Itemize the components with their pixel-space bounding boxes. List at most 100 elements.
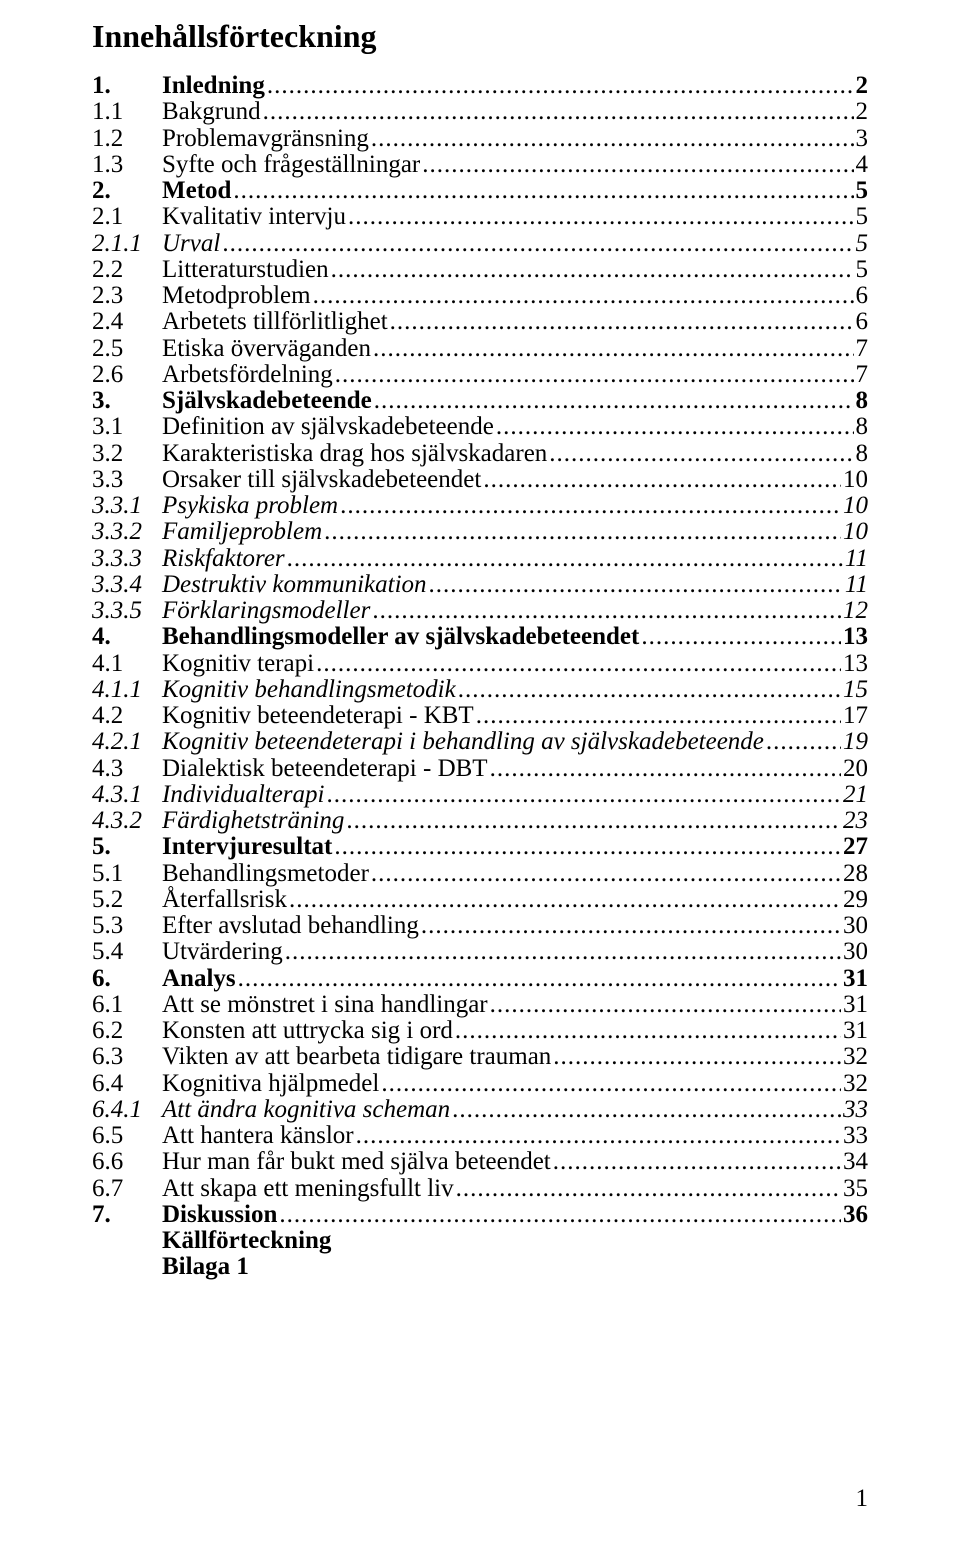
toc-entry: 5.Intervjuresultat27 bbox=[92, 834, 868, 860]
toc-entry: 1.3Syfte och frågeställningar4 bbox=[92, 152, 868, 178]
toc-entry-page: 4 bbox=[856, 152, 869, 178]
toc-entry-label: Individualterapi bbox=[162, 782, 324, 808]
toc-entry-label: Efter avslutad behandling bbox=[162, 913, 419, 939]
toc-entry-label: Bakgrund bbox=[162, 99, 261, 125]
toc-entry-number: 5. bbox=[92, 834, 162, 860]
toc-entry: 6.4Kognitiva hjälpmedel32 bbox=[92, 1071, 868, 1097]
toc-entry-page: 27 bbox=[843, 834, 868, 860]
toc-entry-number: 4.2.1 bbox=[92, 729, 162, 755]
toc-title: Innehållsförteckning bbox=[92, 18, 868, 55]
toc-entry-number: 1.1 bbox=[92, 99, 162, 125]
toc-leader-dots bbox=[454, 1176, 843, 1202]
toc-entry-label: Syfte och frågeställningar bbox=[162, 152, 420, 178]
toc-entry-label: Etiska överväganden bbox=[162, 336, 371, 362]
toc-leader-dots bbox=[314, 651, 843, 677]
toc-entry-page: 30 bbox=[843, 913, 868, 939]
toc-entry: 6.Analys31 bbox=[92, 966, 868, 992]
toc-entry-label: Urval bbox=[162, 231, 220, 257]
toc-entry-page: 10 bbox=[843, 467, 868, 493]
toc-entry-page: 8 bbox=[856, 414, 869, 440]
toc-entry-page: 34 bbox=[843, 1149, 868, 1175]
toc-entry-label: Riskfaktorer bbox=[162, 546, 285, 572]
toc-entry-page: 6 bbox=[856, 283, 869, 309]
toc-entry: 2.Metod5 bbox=[92, 178, 868, 204]
toc-entry-label: Konsten att uttrycka sig i ord bbox=[162, 1018, 453, 1044]
toc-entry-label: Karakteristiska drag hos självskadaren bbox=[162, 441, 547, 467]
toc-entry-page: 7 bbox=[856, 362, 869, 388]
toc-entry: 6.4.1Att ändra kognitiva scheman33 bbox=[92, 1097, 868, 1123]
toc-entry-label: Att hantera känslor bbox=[162, 1123, 354, 1149]
toc-entry-number: 4.3.2 bbox=[92, 808, 162, 834]
toc-entry: 6.7Att skapa ett meningsfullt liv35 bbox=[92, 1176, 868, 1202]
toc-leader-dots bbox=[639, 624, 843, 650]
toc-entry-number: 2.6 bbox=[92, 362, 162, 388]
toc-entry-page: 11 bbox=[845, 546, 868, 572]
toc-entry-label: Behandlingsmetoder bbox=[162, 861, 369, 887]
toc-leader-dots bbox=[551, 1149, 843, 1175]
toc-entry-page: 3 bbox=[856, 126, 869, 152]
page-number: 1 bbox=[856, 1485, 869, 1513]
toc-leader-dots bbox=[277, 1202, 843, 1228]
toc-entry-label: Kognitiva hjälpmedel bbox=[162, 1071, 379, 1097]
toc-entry-label: Självskadebeteende bbox=[162, 388, 372, 414]
toc-leader-dots bbox=[332, 834, 843, 860]
toc-entry: 6.3Vikten av att bearbeta tidigare traum… bbox=[92, 1044, 868, 1070]
toc-leader-dots bbox=[344, 808, 843, 834]
toc-leader-dots bbox=[494, 414, 856, 440]
toc-entry-label: Att ändra kognitiva scheman bbox=[162, 1097, 450, 1123]
toc-leader-dots bbox=[285, 546, 845, 572]
toc-entry-number: 6. bbox=[92, 966, 162, 992]
toc-entry-label: Återfallsrisk bbox=[162, 887, 287, 913]
toc-entry-number: 6.1 bbox=[92, 992, 162, 1018]
toc-entry-label: Arbetets tillförlitlighet bbox=[162, 309, 388, 335]
toc-leader-dots bbox=[379, 1071, 843, 1097]
toc-entry: 6.5Att hantera känslor33 bbox=[92, 1123, 868, 1149]
toc-entry: 2.4Arbetets tillförlitlighet6 bbox=[92, 309, 868, 335]
toc-entry-label: Metod bbox=[162, 178, 231, 204]
toc-entry-page: 23 bbox=[843, 808, 868, 834]
toc-leader-dots bbox=[354, 1123, 843, 1149]
toc-entry-number: 4.2 bbox=[92, 703, 162, 729]
toc-entry-label: Hur man får bukt med själva beteendet bbox=[162, 1149, 551, 1175]
toc-entry: 3.3.3Riskfaktorer11 bbox=[92, 546, 868, 572]
toc-entry-label: Att se mönstret i sina handlingar bbox=[162, 992, 488, 1018]
toc-entry-page: 10 bbox=[843, 493, 868, 519]
toc-entry: 4.1.1Kognitiv behandlingsmetodik15 bbox=[92, 677, 868, 703]
toc-entry: 4.2.1Kognitiv beteendeterapi i behandlin… bbox=[92, 729, 868, 755]
toc-leader-dots bbox=[388, 309, 856, 335]
toc-plain-label: Källförteckning bbox=[162, 1228, 331, 1254]
toc-entry-number: 4. bbox=[92, 624, 162, 650]
toc-entry: 3.1Definition av självskadebeteende8 bbox=[92, 414, 868, 440]
toc-entry-page: 31 bbox=[843, 1018, 868, 1044]
toc-entry-label: Inledning bbox=[162, 73, 265, 99]
document-page: Innehållsförteckning 1.Inledning21.1Bakg… bbox=[0, 0, 960, 1543]
toc-entry-page: 32 bbox=[843, 1071, 868, 1097]
toc-entry-page: 2 bbox=[856, 99, 869, 125]
toc-entry-label: Vikten av att bearbeta tidigare trauman bbox=[162, 1044, 551, 1070]
toc-entry-label: Destruktiv kommunikation bbox=[162, 572, 427, 598]
toc-entry-number: 3.3.4 bbox=[92, 572, 162, 598]
toc-entry-page: 31 bbox=[843, 966, 868, 992]
toc-leader-dots bbox=[220, 231, 855, 257]
toc-list: 1.Inledning21.1Bakgrund21.2Problemavgrän… bbox=[92, 73, 868, 1228]
toc-leader-dots bbox=[287, 887, 843, 913]
toc-leader-dots bbox=[370, 598, 843, 624]
toc-entry-number: 2.3 bbox=[92, 283, 162, 309]
toc-entry-number: 3.3 bbox=[92, 467, 162, 493]
toc-entry-number: 6.3 bbox=[92, 1044, 162, 1070]
toc-entry-label: Litteraturstudien bbox=[162, 257, 329, 283]
toc-entry-page: 13 bbox=[843, 651, 868, 677]
toc-entry-number: 2.4 bbox=[92, 309, 162, 335]
toc-leader-dots bbox=[372, 388, 856, 414]
toc-entry: 2.1Kvalitativ intervju5 bbox=[92, 204, 868, 230]
toc-leader-dots bbox=[231, 178, 855, 204]
toc-entry: 4.3.1Individualterapi21 bbox=[92, 782, 868, 808]
toc-leader-dots bbox=[333, 362, 856, 388]
toc-leader-dots bbox=[453, 1018, 843, 1044]
toc-entry: 5.2Återfallsrisk29 bbox=[92, 887, 868, 913]
toc-entry-page: 33 bbox=[843, 1123, 868, 1149]
toc-entry: 1.Inledning2 bbox=[92, 73, 868, 99]
toc-entry-page: 15 bbox=[843, 677, 868, 703]
toc-leader-dots bbox=[547, 441, 855, 467]
toc-entry-number: 6.7 bbox=[92, 1176, 162, 1202]
